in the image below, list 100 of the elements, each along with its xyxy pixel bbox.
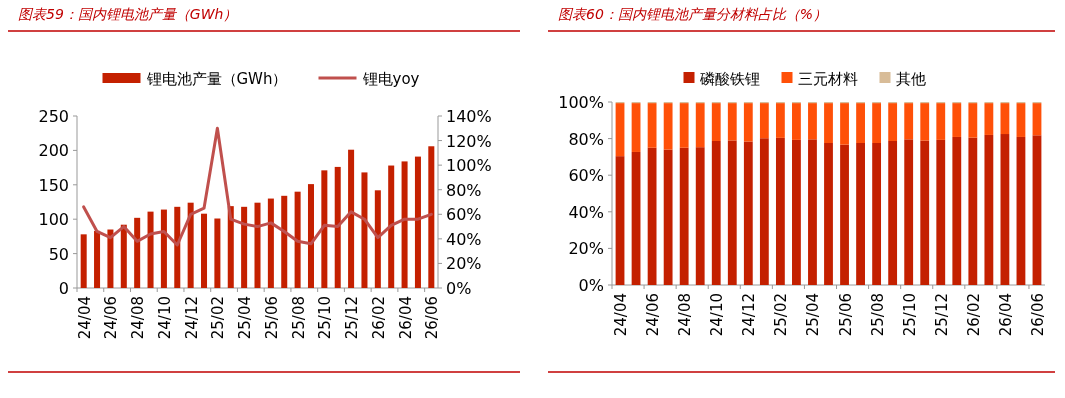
bar	[743, 103, 753, 142]
y2-tick-label: 40%	[446, 229, 482, 249]
bar	[174, 206, 181, 288]
bar	[321, 170, 328, 288]
line-series	[82, 126, 433, 247]
legend-label: 磷酸铁锂	[698, 70, 760, 88]
y2-tick-label: 80%	[446, 180, 482, 200]
x-tick-label: 25/12	[343, 296, 362, 340]
chart-title: 图表59：国内锂电池产量（GWh）	[18, 6, 238, 22]
x-tick-label: 25/08	[868, 293, 887, 337]
bar	[792, 103, 801, 140]
y2-tick-label: 60%	[446, 205, 482, 225]
bar	[120, 224, 127, 288]
bar	[775, 103, 785, 138]
y2-tick-label: 20%	[446, 254, 482, 274]
y-tick-label: 250	[38, 107, 69, 126]
x-tick-label: 25/10	[316, 296, 335, 340]
legend-label: 锂电池产量（GWh）	[145, 70, 288, 88]
bar	[254, 202, 261, 288]
bar	[663, 103, 673, 150]
bar	[1000, 103, 1010, 135]
bar	[80, 234, 87, 288]
y2-tick-label: 0%	[446, 279, 472, 298]
y-tick-label: 0%	[578, 276, 604, 295]
chart-title: 图表60：国内锂电池产量分材料占比（%）	[558, 6, 828, 22]
bar	[968, 137, 978, 285]
x-tick-label: 24/12	[182, 296, 201, 340]
bar	[840, 144, 849, 285]
bar	[428, 146, 435, 288]
y-tick-label: 60%	[568, 166, 604, 186]
bar	[388, 165, 395, 288]
x-tick-label: 24/06	[102, 296, 121, 340]
y-tick-label: 200	[38, 141, 69, 161]
bar	[695, 147, 705, 285]
bar	[374, 190, 381, 288]
bar	[936, 139, 946, 285]
bar	[348, 149, 355, 288]
y2-tick-label: 120%	[446, 131, 492, 151]
bar	[727, 103, 737, 141]
y-tick-label: 0	[58, 279, 69, 298]
bar	[241, 206, 248, 288]
bar	[711, 103, 721, 141]
bar	[872, 142, 882, 285]
bar	[792, 139, 801, 285]
x-tick-label: 25/04	[236, 296, 255, 340]
bar	[187, 202, 194, 288]
bar	[147, 211, 154, 288]
bar	[107, 229, 114, 288]
bar	[1032, 103, 1042, 136]
y-tick-label: 40%	[568, 202, 604, 222]
x-tick-label: 25/08	[289, 296, 308, 340]
bar	[920, 140, 930, 285]
bar	[679, 147, 689, 285]
bar	[808, 103, 817, 140]
bar	[840, 103, 849, 145]
bar	[984, 134, 994, 285]
y-tick-label: 80%	[568, 129, 604, 149]
y2-tick-label: 100%	[446, 156, 492, 176]
y-tick-label: 150	[38, 175, 69, 195]
bar	[307, 184, 314, 288]
bar	[759, 103, 769, 139]
bar	[679, 103, 689, 148]
x-tick-label: 24/06	[644, 293, 663, 337]
x-tick-label: 24/12	[740, 293, 759, 337]
bar	[134, 217, 141, 288]
y-tick-label: 50	[48, 244, 69, 264]
x-tick-label: 26/02	[964, 293, 983, 337]
bar	[856, 142, 865, 285]
bar	[984, 103, 994, 135]
bar	[401, 161, 408, 288]
bar	[727, 140, 737, 285]
bar	[1016, 103, 1026, 137]
bar	[1016, 136, 1026, 285]
bar	[201, 213, 208, 288]
bar	[808, 139, 817, 285]
bar	[856, 103, 865, 143]
x-tick-label: 26/06	[423, 296, 442, 340]
bar	[759, 138, 769, 285]
x-tick-label: 26/06	[1028, 293, 1047, 337]
bar	[361, 172, 368, 288]
bar	[904, 139, 914, 285]
bar	[936, 103, 946, 140]
bar	[615, 156, 625, 285]
y-tick-label: 100%	[558, 93, 604, 112]
x-tick-label: 25/10	[900, 293, 919, 337]
x-tick-label: 24/08	[129, 296, 148, 340]
bar	[1032, 135, 1042, 285]
legend-label: 三元材料	[797, 70, 858, 88]
bar	[94, 230, 101, 288]
legend-label: 锂电yoy	[361, 70, 420, 88]
bar	[711, 140, 721, 285]
bar	[294, 191, 301, 288]
x-tick-label: 25/02	[772, 293, 791, 337]
bar	[920, 103, 930, 141]
bar	[631, 151, 641, 285]
bar	[695, 103, 705, 148]
x-tick-label: 24/10	[708, 293, 727, 337]
bar	[952, 103, 962, 137]
x-tick-label: 26/02	[369, 296, 388, 340]
bar	[615, 103, 625, 157]
